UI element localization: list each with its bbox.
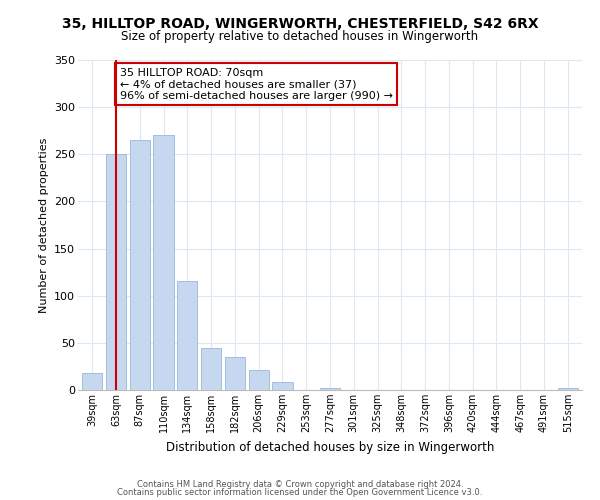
- Text: 35, HILLTOP ROAD, WINGERWORTH, CHESTERFIELD, S42 6RX: 35, HILLTOP ROAD, WINGERWORTH, CHESTERFI…: [62, 18, 538, 32]
- Bar: [130, 140, 150, 390]
- Bar: [82, 373, 103, 390]
- X-axis label: Distribution of detached houses by size in Wingerworth: Distribution of detached houses by size …: [166, 440, 494, 454]
- Text: Contains HM Land Registry data © Crown copyright and database right 2024.: Contains HM Land Registry data © Crown c…: [137, 480, 463, 489]
- Bar: [272, 382, 293, 390]
- Bar: [557, 388, 578, 390]
- Y-axis label: Number of detached properties: Number of detached properties: [38, 138, 49, 312]
- Text: 35 HILLTOP ROAD: 70sqm
← 4% of detached houses are smaller (37)
96% of semi-deta: 35 HILLTOP ROAD: 70sqm ← 4% of detached …: [119, 68, 392, 100]
- Bar: [248, 370, 269, 390]
- Text: Size of property relative to detached houses in Wingerworth: Size of property relative to detached ho…: [121, 30, 479, 43]
- Text: Contains public sector information licensed under the Open Government Licence v3: Contains public sector information licen…: [118, 488, 482, 497]
- Bar: [106, 154, 126, 390]
- Bar: [320, 388, 340, 390]
- Bar: [201, 348, 221, 390]
- Bar: [177, 280, 197, 390]
- Bar: [225, 357, 245, 390]
- Bar: [154, 136, 173, 390]
